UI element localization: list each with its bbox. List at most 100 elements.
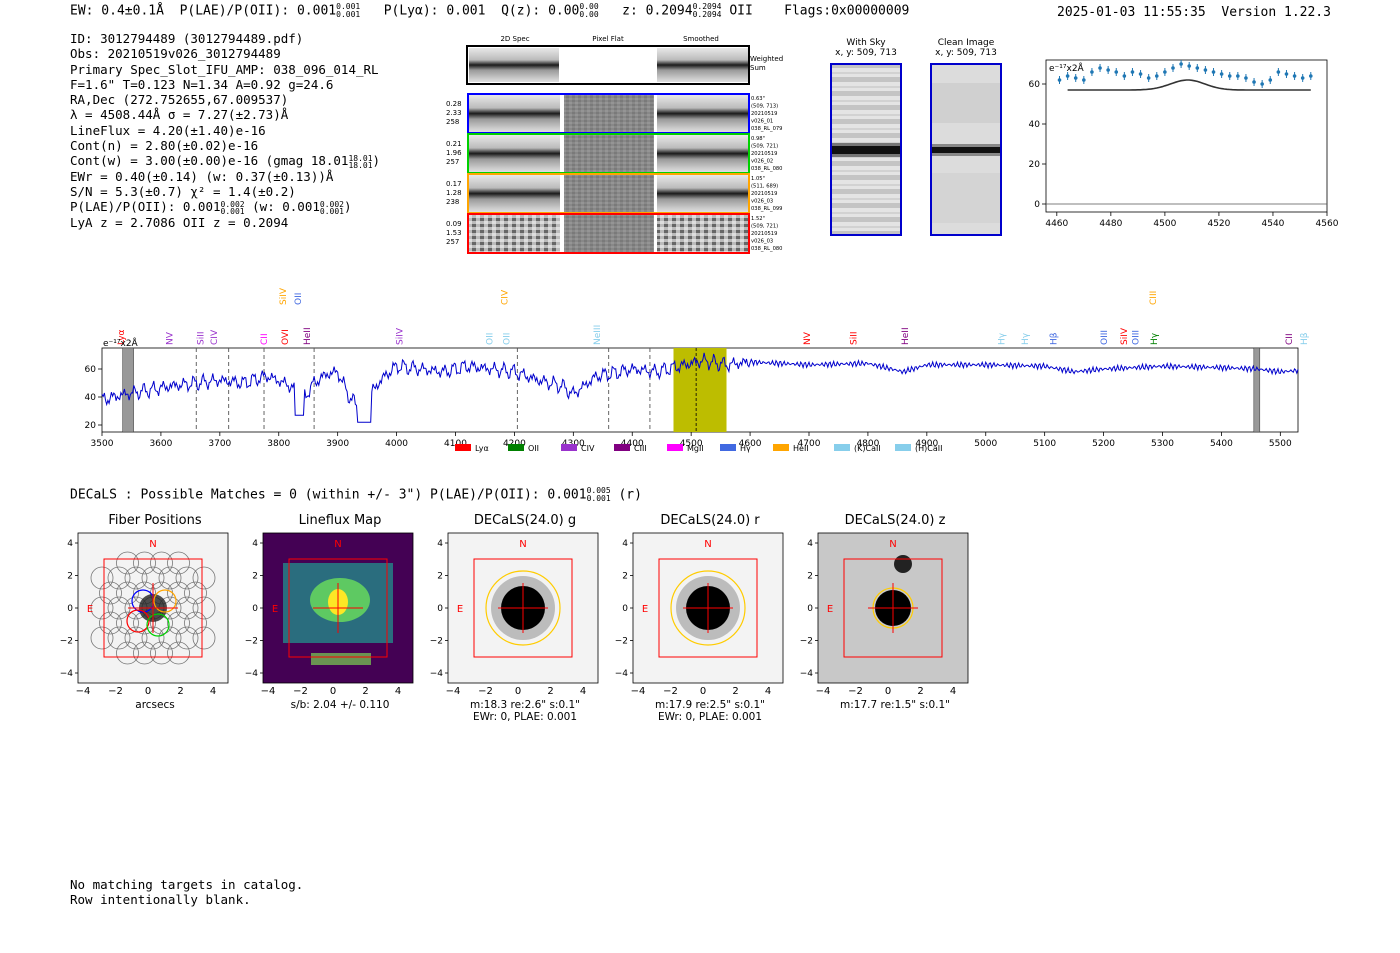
- zoom-xtick-label: 4520: [1207, 219, 1230, 229]
- fiber-circle: [133, 641, 156, 665]
- cutout-ytick-label: −4: [245, 669, 258, 679]
- row-meta: 20210519: [751, 191, 777, 197]
- zoom-point: [1260, 82, 1264, 86]
- zoom-point: [1057, 78, 1062, 82]
- zoom-ylabel: e⁻¹⁷x2Å: [1049, 62, 1085, 74]
- search-box: [473, 558, 573, 658]
- row-stat: 257: [446, 158, 459, 166]
- spectrum-xtick-label: 4700: [798, 439, 821, 449]
- info-primary: Primary Spec_Slot_IFU_AMP: 038_096_014_R…: [70, 61, 379, 77]
- cutout-ytick-label: 0: [67, 604, 73, 614]
- row-stat: 0.09: [446, 220, 462, 228]
- zoom-point: [1098, 66, 1102, 70]
- neighbor-source: [894, 555, 912, 573]
- row-meta: 1.05": [751, 176, 765, 182]
- legend-swatch: [773, 444, 789, 451]
- weighted-smoothed: [657, 48, 748, 82]
- fiber-circle: [167, 641, 190, 665]
- cutout-ytick-label: 4: [437, 539, 443, 549]
- clean-xy: x, y: 509, 713: [935, 48, 997, 58]
- cutout-caption: m:18.3 re:2.6" s:0.1" EWr: 0, PLAE: 0.001: [435, 699, 615, 723]
- zoom-fit-curve: [1067, 79, 1311, 91]
- line-label: CIV: [210, 329, 220, 345]
- cutout-ytick-label: 4: [807, 539, 813, 549]
- zoom-point: [1244, 76, 1248, 80]
- info-fparams: F=1.6" T=0.123 N=1.34 A=0.92 g=24.6: [70, 76, 334, 92]
- fiber-circle: [116, 581, 139, 605]
- row-stat: 1.96: [446, 149, 462, 157]
- cutout-ytick-label: −4: [800, 669, 813, 679]
- fiber-circle: [184, 611, 207, 635]
- weighted-label-1: Weighted: [750, 55, 783, 63]
- legend-label: MgII: [687, 444, 704, 453]
- cutout-ytick-label: −2: [800, 637, 813, 647]
- row-meta: 038_RL_079: [751, 126, 783, 132]
- row-meta: 038_RL_080: [751, 166, 783, 172]
- spec2d-panel: 2D Spec Pixel Flat Smoothed Weighted Sum…: [446, 35, 783, 254]
- info-sn: S/N = 5.3(±0.7) χ² = 1.4(±0.2): [70, 184, 296, 200]
- z-line: OII: [729, 3, 753, 19]
- row-meta: 0.63": [751, 96, 765, 102]
- fiber-circle: [167, 611, 190, 635]
- qz-lo: 0.00: [579, 10, 599, 19]
- footer-line-1: No matching targets in catalog.: [70, 877, 304, 892]
- line-label: SiIV: [1120, 327, 1130, 345]
- plae-text: P(LAE)/P(OII): 0.001: [70, 199, 221, 215]
- clean-label: Clean Image: [937, 38, 995, 48]
- line-label: Hγ: [1150, 332, 1160, 345]
- row-smoothed: [657, 175, 748, 212]
- fiber-circle: [192, 596, 216, 620]
- north-label: N: [889, 539, 896, 550]
- cutout-xtick-label: −2: [293, 686, 308, 697]
- zoom-ytick-label: 0: [1034, 200, 1040, 210]
- spectrum-overlays: [122, 347, 1261, 433]
- spectrum-flux-line: [101, 352, 1299, 423]
- cutout-ytick-label: 0: [437, 604, 443, 614]
- east-label: E: [272, 604, 278, 615]
- cutout-caption-1: m:18.3 re:2.6" s:0.1": [470, 699, 580, 711]
- spectrum-ytick-label: 40: [85, 393, 97, 403]
- cutout-xtick-label: 2: [547, 686, 554, 697]
- with-sky-label: With Sky: [846, 38, 886, 48]
- z-hi: 0.2094: [692, 2, 722, 11]
- spectrum-curve: [101, 352, 1299, 423]
- cutout-ytick-label: 2: [622, 572, 628, 582]
- fiber-circle: [184, 581, 207, 605]
- info-lyaz: LyA z = 2.7086 OII z = 0.2094: [70, 214, 289, 230]
- cutout-ytick-label: 0: [807, 604, 813, 614]
- spectrum-xtick-label: 5300: [1151, 439, 1174, 449]
- cutout-caption-2: EWr: 0, PLAE: 0.001: [472, 711, 578, 723]
- row-stat: 258: [446, 118, 459, 126]
- zoom-ytick-label: 20: [1029, 160, 1041, 170]
- line-label: CIV: [500, 289, 510, 305]
- cutout-xtick-label: 4: [949, 686, 957, 697]
- plae-value: P(LAE)/P(OII): 0.001: [179, 3, 337, 19]
- zoom-point: [1179, 62, 1183, 66]
- row-frame: [467, 213, 750, 254]
- spectrum-xtick-label: 4800: [856, 439, 879, 449]
- cutout-xtick-label: 0: [329, 686, 337, 697]
- cutout-ytick-label: 0: [622, 604, 628, 614]
- cutout-xtick-label: −2: [663, 686, 678, 697]
- north-label: N: [334, 539, 341, 550]
- fiber-circle: [175, 626, 199, 650]
- qz-hi: 0.00: [579, 2, 599, 11]
- fiber-circle: [192, 566, 216, 590]
- cutout-caption-1: m:17.9 re:2.5" s:0.1": [655, 699, 765, 711]
- cutout-xtick-label: 4: [764, 686, 772, 697]
- decals-title: DECaLS : Possible Matches = 0 (within +/…: [70, 487, 642, 503]
- zoom-point: [1163, 70, 1167, 74]
- clean-title: Clean Image x, y: 509, 713: [930, 38, 1002, 58]
- zoom-axes: [1045, 59, 1328, 213]
- cutout-panel: N E 4 2 0 −2 −4: [430, 532, 599, 684]
- zoom-point: [1106, 68, 1110, 72]
- row-stat: 2.33: [446, 109, 462, 117]
- cutout-xtick-label: 0: [884, 686, 892, 697]
- fiber-circle: [150, 551, 173, 575]
- zoom-point: [1146, 76, 1151, 80]
- zoom-xtick-label: 4460: [1045, 219, 1068, 229]
- row-2dspec: [469, 175, 560, 212]
- info-ewr: EWr = 0.40(±0.14) (w: 0.37(±0.13))Å: [70, 168, 334, 184]
- zoom-point: [1203, 68, 1208, 72]
- zoom-point: [1284, 72, 1289, 76]
